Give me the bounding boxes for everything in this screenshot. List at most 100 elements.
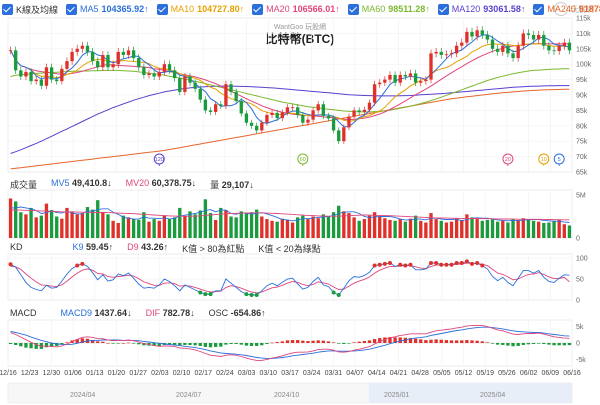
volume-bar (70, 211, 74, 238)
candle-body (321, 104, 325, 116)
volume-bar (213, 219, 218, 238)
price-tick-label: 75k (576, 139, 588, 146)
candle-body (521, 33, 525, 46)
checkbox-icon[interactable] (156, 3, 168, 15)
legend-item-4[interactable]: MA60 98511.28↑ (347, 3, 430, 15)
kd-red-dot (387, 261, 392, 266)
candle-body (157, 71, 161, 77)
candle-body (547, 45, 551, 51)
candle-body (398, 74, 402, 83)
legend-value: 106566.01↑ (292, 4, 340, 14)
legend-item-0[interactable]: K線及均線 (2, 3, 58, 16)
osc-bar (167, 343, 172, 345)
osc-bar (444, 340, 449, 343)
volume-bar (378, 216, 382, 238)
ma-marker (538, 153, 550, 165)
legend-item-2[interactable]: MA10 104727.80↑ (156, 3, 244, 15)
candle-body (96, 61, 100, 68)
legend-label: MA240 (547, 4, 576, 14)
osc-bar (172, 343, 177, 345)
volume-bar (198, 210, 202, 238)
osc-bar (8, 343, 13, 344)
osc-bar (249, 343, 254, 346)
legend-item-6[interactable]: MA24091878.37↑ (533, 3, 600, 15)
volume-bar (434, 219, 438, 238)
candle-body (378, 82, 382, 85)
volume-bar (49, 210, 54, 238)
candle-body (70, 51, 74, 62)
volume-bar (24, 214, 28, 238)
volume-bar (347, 213, 351, 238)
osc-bar (393, 337, 397, 343)
checkbox-icon[interactable] (66, 3, 78, 15)
osc-bar (372, 339, 377, 343)
osc-bar (429, 339, 433, 343)
candle-body (106, 54, 110, 68)
volume-bar (14, 201, 18, 238)
candle-body (367, 102, 372, 110)
volume-bar (270, 220, 274, 238)
candle-body (393, 74, 397, 83)
legend-item-5[interactable]: MA120 93061.58↑ (437, 3, 525, 15)
osc-bar (419, 339, 423, 343)
ma-marker (297, 153, 309, 165)
checkbox-icon[interactable] (347, 3, 359, 15)
osc-bar (449, 340, 454, 343)
candle-body (265, 115, 269, 123)
brand-watermark: WantGoo 玩股網 (273, 24, 327, 31)
osc-bar (552, 343, 556, 346)
osc-bar (106, 343, 110, 344)
checkbox-icon[interactable] (437, 3, 449, 15)
volume-bar (260, 216, 264, 238)
candle-body (188, 76, 192, 83)
macd-label: MACD (10, 308, 37, 318)
checkbox-icon[interactable] (2, 3, 13, 15)
osc-bar (131, 343, 136, 344)
candle-body (506, 45, 510, 54)
osc-bar (408, 338, 413, 343)
osc-bar (470, 340, 474, 343)
osc-bar (275, 342, 279, 343)
legend-item-1[interactable]: MA5 104365.92↑ (66, 3, 149, 15)
price-tick-label: 105k (576, 46, 592, 53)
date-tick-label: 05/05 (433, 370, 451, 377)
kd-green-dot (208, 292, 213, 297)
volume-bar (398, 219, 402, 238)
volume-bar (178, 207, 182, 238)
osc-bar (152, 343, 156, 346)
osc-bar (116, 343, 120, 344)
volume-bar (403, 221, 408, 238)
osc-bar (24, 343, 28, 348)
candle-body (229, 84, 233, 92)
volume-bar (362, 219, 367, 238)
osc-bar (49, 343, 54, 347)
volume-bar (460, 219, 464, 238)
osc-bar (193, 343, 197, 346)
candle-body (403, 74, 408, 77)
volume-bar (388, 219, 392, 238)
candle-body (203, 99, 208, 111)
candle-body (75, 48, 79, 52)
volume-bar (280, 218, 284, 238)
legend-item-3[interactable]: MA20 106566.01↑ (252, 3, 340, 15)
volume-bar (542, 222, 546, 238)
date-tick-label: 12/30 (43, 370, 61, 377)
candle-body (429, 53, 433, 80)
osc-bar (60, 343, 64, 345)
k9-value: K9 59.45↑ (72, 242, 114, 252)
d9-value: D9 43.26↑ (127, 242, 169, 252)
candle-body (419, 81, 423, 83)
volume-bar (162, 215, 167, 238)
candle-body (131, 50, 136, 59)
candle-body (239, 101, 243, 114)
legend-label: MA20 (266, 4, 290, 14)
volume-bar (224, 210, 228, 238)
candle-body (490, 39, 495, 49)
checkbox-icon[interactable] (252, 3, 264, 15)
volume-bar (193, 214, 197, 238)
checkbox-icon[interactable] (533, 3, 545, 15)
period-selection (368, 383, 572, 403)
date-tick-label: 02/24 (216, 370, 234, 377)
osc-bar (265, 343, 269, 344)
